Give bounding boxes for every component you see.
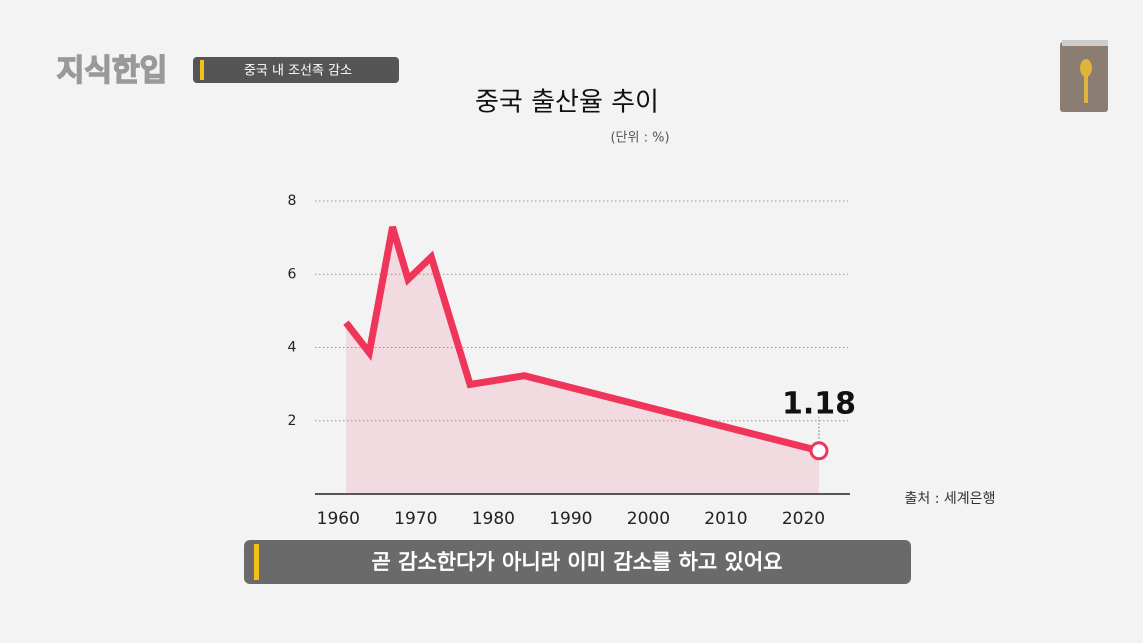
- data-label: 1.18: [782, 386, 856, 421]
- y-tick-label: 4: [288, 340, 297, 356]
- y-tick-label: 8: [288, 193, 297, 209]
- caption-stripe: [254, 544, 259, 580]
- x-tick-label: 1970: [394, 509, 437, 529]
- tag-box: [193, 57, 399, 83]
- chart-title: 중국 출산율 추이: [475, 88, 659, 118]
- caption-box: [244, 540, 911, 584]
- segment-tag: 중국 내 조선족 감소: [244, 64, 352, 79]
- x-tick-label: 2000: [627, 509, 670, 529]
- line: [343, 226, 820, 455]
- area: [346, 227, 819, 494]
- tag-stripe: [200, 60, 204, 80]
- source: 출처 : 세계은행: [905, 491, 996, 507]
- x-tick-label: 2010: [704, 509, 747, 529]
- book-icon: [1060, 40, 1108, 112]
- x-tick-label: 1980: [472, 509, 515, 529]
- y-tick-label: 6: [288, 266, 297, 282]
- logo: 지식한입: [57, 54, 167, 89]
- point: [809, 441, 829, 461]
- plot: 2 4 6 8 1960 1970 1980 1990 2000 2010 2020 1.18: [288, 193, 856, 529]
- x-tick-label: 1960: [317, 509, 360, 529]
- y-tick-label: 2: [288, 413, 297, 429]
- x-tick-label: 2020: [782, 509, 825, 529]
- x-tick-label: 1990: [549, 509, 592, 529]
- unit-label: (단위 : %): [610, 131, 669, 146]
- caption: 곧 감소한다가 아니라 이미 감소를 하고 있어요: [372, 550, 783, 574]
